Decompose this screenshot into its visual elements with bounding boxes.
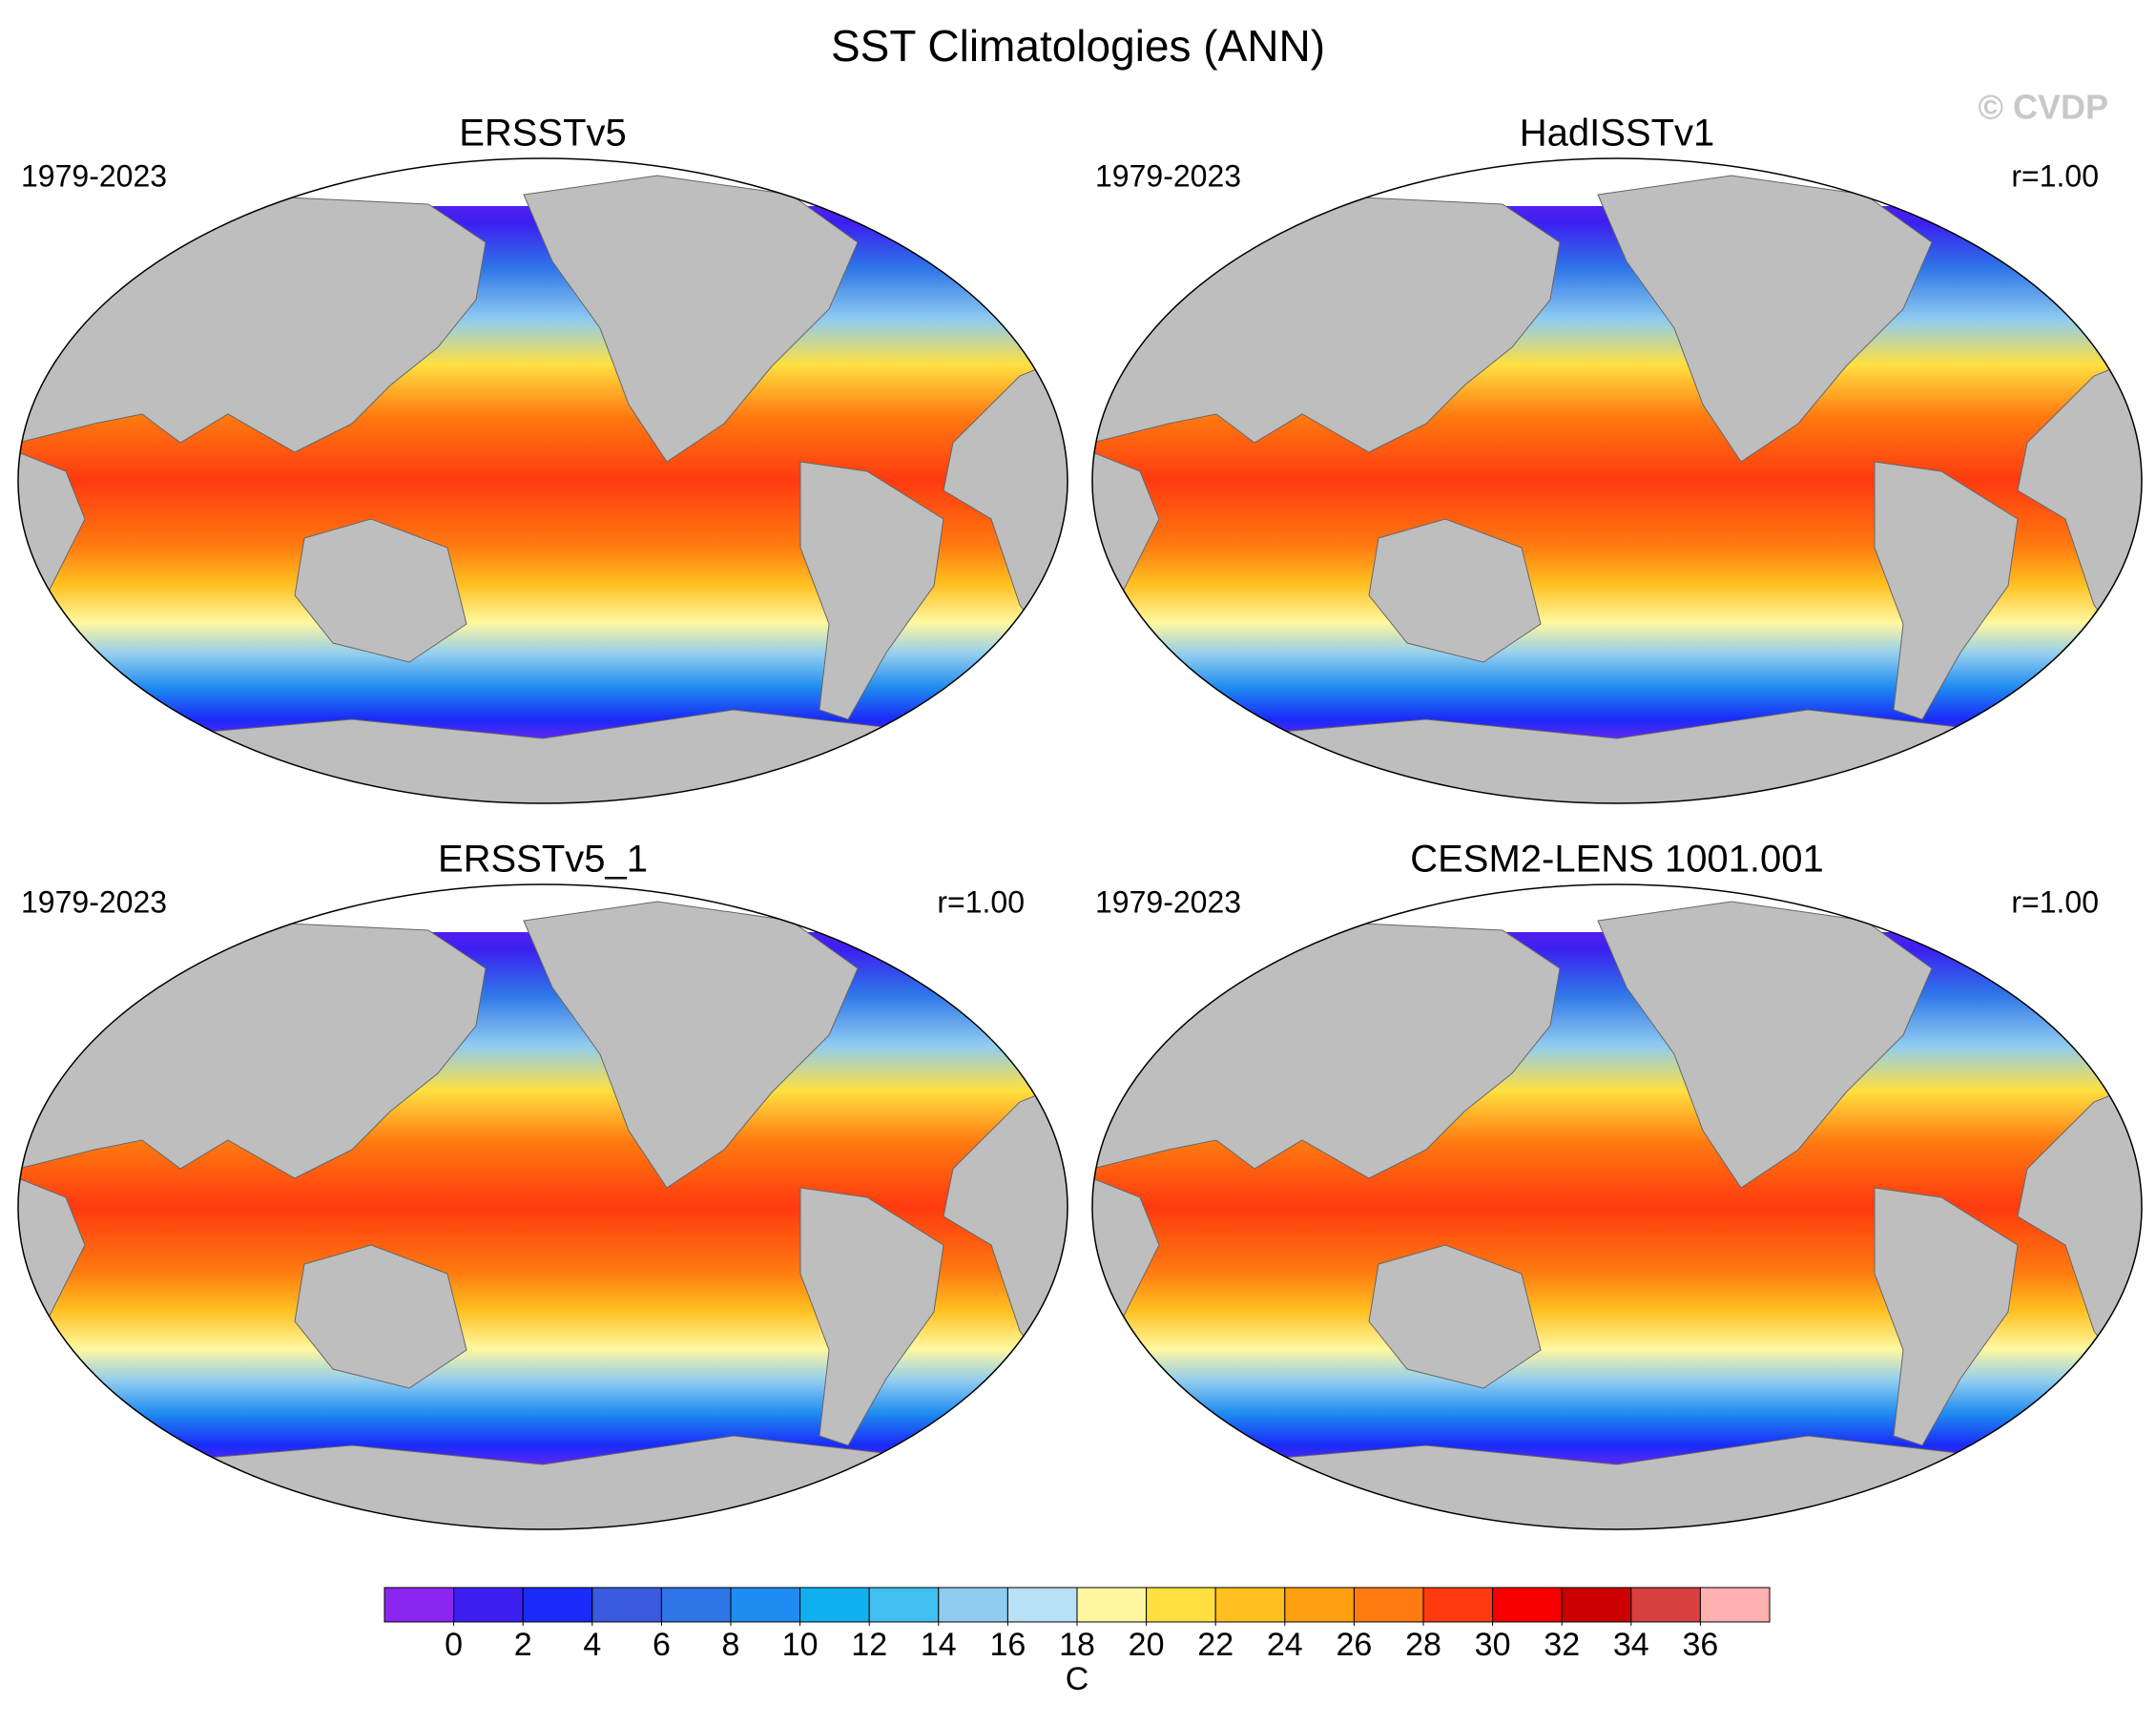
correlation-label: r=1.00 — [2011, 884, 2099, 919]
panel-title: ERSSTv5 — [459, 113, 627, 155]
colorbar-tick-label: 18 — [1059, 1627, 1095, 1663]
colorbar-box — [660, 1587, 732, 1623]
figure-title: SST Climatologies (ANN) — [831, 21, 1325, 71]
colorbar-tick-label: 14 — [921, 1627, 957, 1663]
map — [18, 884, 1068, 1529]
colorbar-box — [384, 1587, 455, 1623]
colorbar-tick-label: 34 — [1613, 1627, 1649, 1663]
colorbar-tick-label: 26 — [1336, 1627, 1372, 1663]
colorbar-box — [730, 1587, 801, 1623]
colorbar-box — [1146, 1587, 1216, 1623]
colorbar-tick-label: 8 — [722, 1627, 740, 1663]
period-label: 1979-2023 — [21, 158, 167, 193]
colorbar-tick-label: 2 — [514, 1627, 532, 1663]
colorbar-box — [938, 1587, 1008, 1623]
colorbar-tick-label: 36 — [1682, 1627, 1718, 1663]
correlation-label: r=1.00 — [937, 884, 1025, 919]
colorbar-box — [453, 1587, 524, 1623]
colorbar-box — [1561, 1587, 1632, 1623]
colorbar-box — [1353, 1587, 1424, 1623]
colorbar-tick-label: 12 — [851, 1627, 887, 1663]
panel-title: HadISSTv1 — [1520, 113, 1715, 155]
colorbar-tick-label: 24 — [1267, 1627, 1303, 1663]
colorbar-tick-label: 32 — [1544, 1627, 1580, 1663]
period-label: 1979-2023 — [21, 884, 167, 919]
colorbar-tick-label: 30 — [1475, 1627, 1511, 1663]
colorbar-box — [1630, 1587, 1701, 1623]
watermark: © CVDP — [1978, 88, 2108, 127]
colorbar-tick-label: 0 — [445, 1627, 463, 1663]
colorbar-box — [799, 1587, 870, 1623]
colorbar-tick-label: 16 — [989, 1627, 1026, 1663]
colorbar-box — [1214, 1587, 1286, 1623]
colorbar-tick-label: 22 — [1197, 1627, 1233, 1663]
colorbar-box — [1006, 1587, 1078, 1623]
colorbar-box — [1284, 1587, 1355, 1623]
colorbar-box — [1699, 1587, 1771, 1623]
colorbar-box — [522, 1587, 593, 1623]
colorbar-box — [591, 1587, 662, 1623]
colorbar-unit: C — [1066, 1661, 1089, 1697]
map — [18, 158, 1068, 803]
colorbar-box — [1076, 1587, 1148, 1623]
map — [1092, 158, 2142, 803]
panel-title: CESM2-LENS 1001.001 — [1410, 839, 1824, 881]
panel-title: ERSSTv5_1 — [438, 839, 648, 881]
colorbar-tick-label: 4 — [583, 1627, 601, 1663]
colorbar-tick-label: 10 — [782, 1627, 819, 1663]
correlation-label: r=1.00 — [2011, 158, 2099, 193]
period-label: 1979-2023 — [1095, 884, 1241, 919]
colorbar-tick-label: 20 — [1129, 1627, 1165, 1663]
colorbar-box — [1492, 1587, 1563, 1623]
colorbar-box — [868, 1587, 940, 1623]
colorbar-tick-label: 6 — [653, 1627, 671, 1663]
period-label: 1979-2023 — [1095, 158, 1241, 193]
map — [1092, 884, 2142, 1529]
colorbar-box — [1422, 1587, 1494, 1623]
colorbar-tick-label: 28 — [1405, 1627, 1441, 1663]
